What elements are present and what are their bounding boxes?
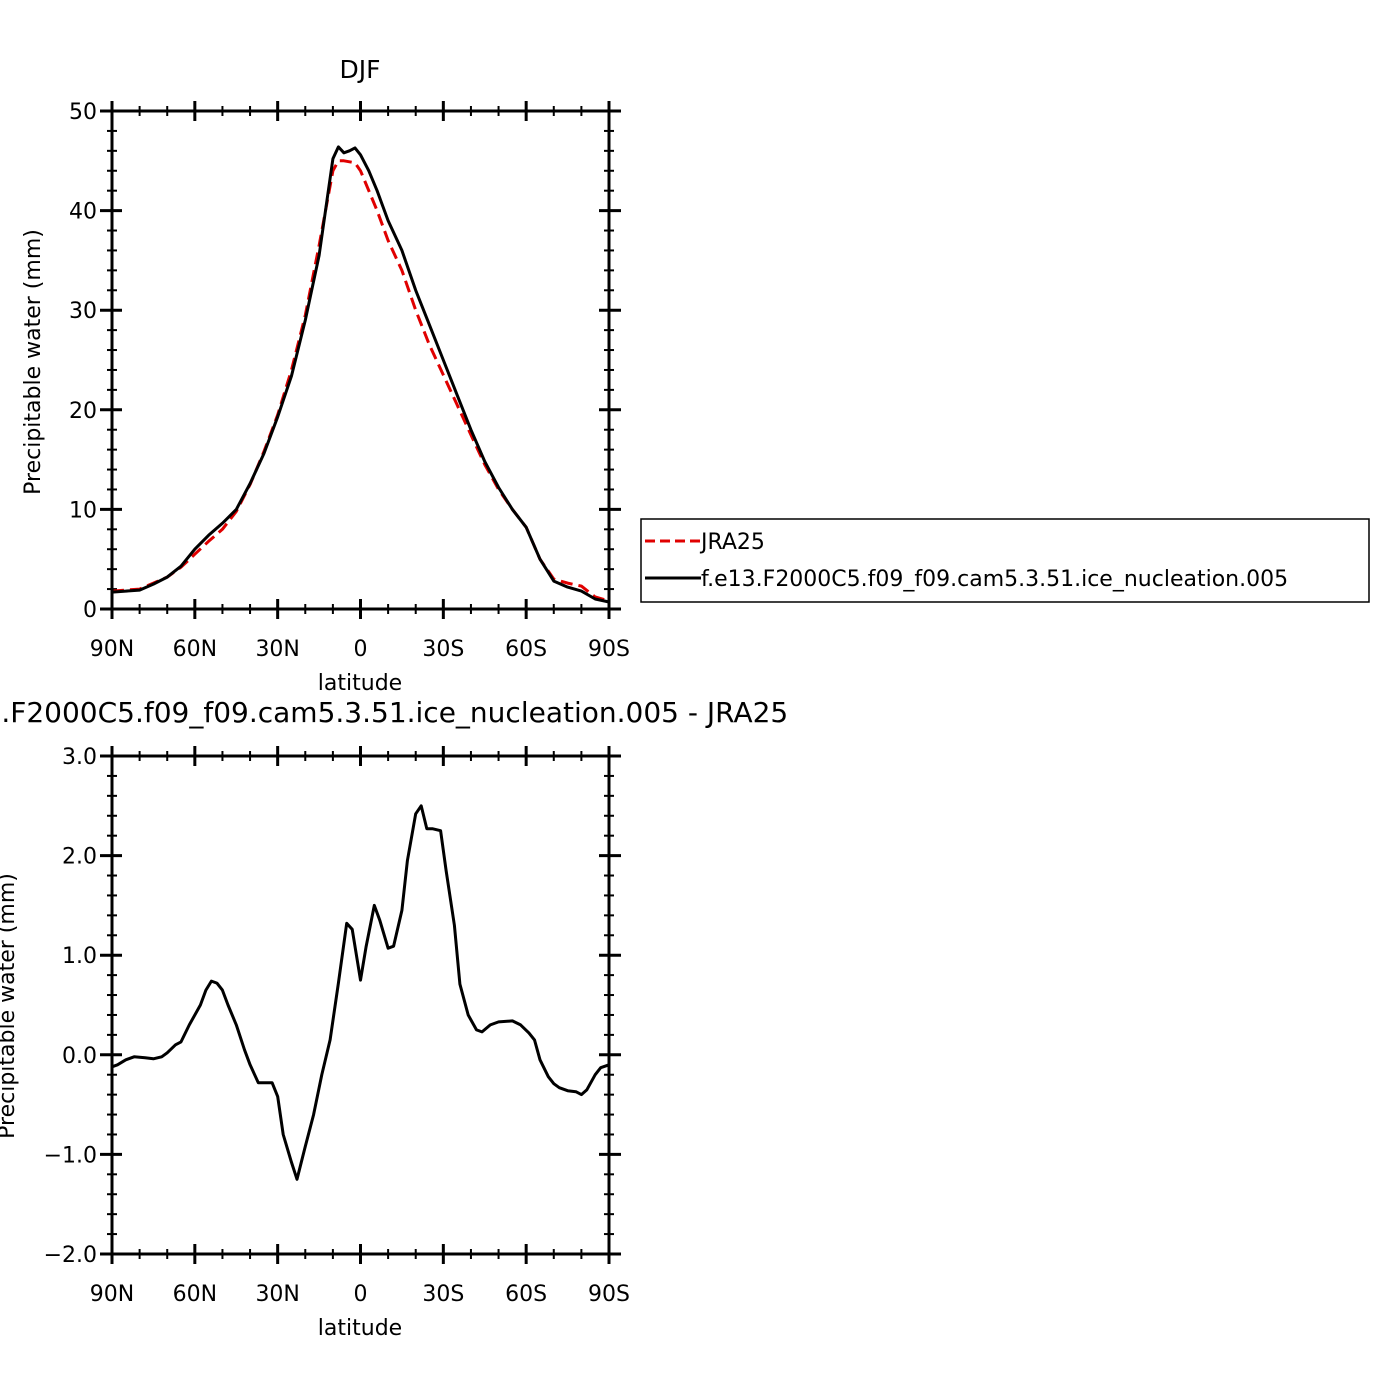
x-tick-label: 60S xyxy=(505,637,547,662)
x-tick-label: 90S xyxy=(588,637,630,662)
bottom-panel: f.e13.F2000C5.f09_f09.cam5.3.51.ice_nucl… xyxy=(0,696,788,1341)
series-line-difference xyxy=(111,804,610,1181)
legend-label-jra25: JRA25 xyxy=(699,530,765,555)
y-tick-label: 1.0 xyxy=(62,944,97,969)
top-panel-title: DJF xyxy=(339,55,380,84)
x-tick-label: 90S xyxy=(588,1282,630,1307)
y-tick-label: 10 xyxy=(69,498,97,523)
x-tick-label: 30S xyxy=(422,637,464,662)
y-tick-label: 40 xyxy=(69,200,97,225)
x-tick-label: 0 xyxy=(354,637,368,662)
legend-label-model: f.e13.F2000C5.f09_f09.cam5.3.51.ice_nucl… xyxy=(701,567,1288,592)
y-tick-label: −2.0 xyxy=(44,1243,97,1268)
bottom-panel-ticks: 90N 60N 30N 0 30S 60S 90S −2.0 −1.0 0.0 1.0 2.0 3.0 xyxy=(44,745,630,1307)
x-tick-label: 90N xyxy=(90,1282,134,1307)
y-tick-label: 3.0 xyxy=(62,745,97,770)
y-tick-label: 50 xyxy=(69,100,97,125)
top-panel-x-axis-label: latitude xyxy=(318,671,402,696)
series-line-jra25 xyxy=(111,159,610,603)
bottom-panel-x-axis-label: latitude xyxy=(318,1316,402,1341)
bottom-panel-title: f.e13.F2000C5.f09_f09.cam5.3.51.ice_nucl… xyxy=(0,696,788,729)
bottom-panel-frame xyxy=(110,754,611,1256)
x-tick-label: 60S xyxy=(505,1282,547,1307)
x-tick-label: 30N xyxy=(255,637,299,662)
y-tick-label: 0 xyxy=(83,598,97,623)
top-panel: DJF Precipitable water (mm) latitude 90N… xyxy=(21,55,630,696)
y-tick-label: 30 xyxy=(69,299,97,324)
top-panel-frame xyxy=(110,109,611,611)
y-tick-label: −1.0 xyxy=(44,1143,97,1168)
y-tick-label: 2.0 xyxy=(62,845,97,870)
bottom-panel-y-axis-label: Precipitable water (mm) xyxy=(0,873,20,1139)
bottom-panel-series xyxy=(111,804,610,1181)
x-tick-label: 30S xyxy=(422,1282,464,1307)
x-tick-label: 30N xyxy=(255,1282,299,1307)
top-panel-ticks: 90N 60N 30N 0 30S 60S 90S 0 10 20 30 40 50 xyxy=(69,100,630,662)
legend-box xyxy=(640,518,1370,603)
top-panel-series xyxy=(111,145,610,604)
x-tick-label: 90N xyxy=(90,637,134,662)
series-line-f-e13-f2000c5-f09-f09-cam5-3-51-ice-nucleation-005 xyxy=(111,145,610,604)
x-tick-label: 60N xyxy=(173,1282,217,1307)
y-tick-label: 20 xyxy=(69,399,97,424)
y-tick-label: 0.0 xyxy=(62,1044,97,1069)
legend: JRA25 f.e13.F2000C5.f09_f09.cam5.3.51.ic… xyxy=(640,518,1370,603)
top-panel-y-axis-label: Precipitable water (mm) xyxy=(21,229,46,495)
x-tick-label: 0 xyxy=(354,1282,368,1307)
x-tick-label: 60N xyxy=(173,637,217,662)
